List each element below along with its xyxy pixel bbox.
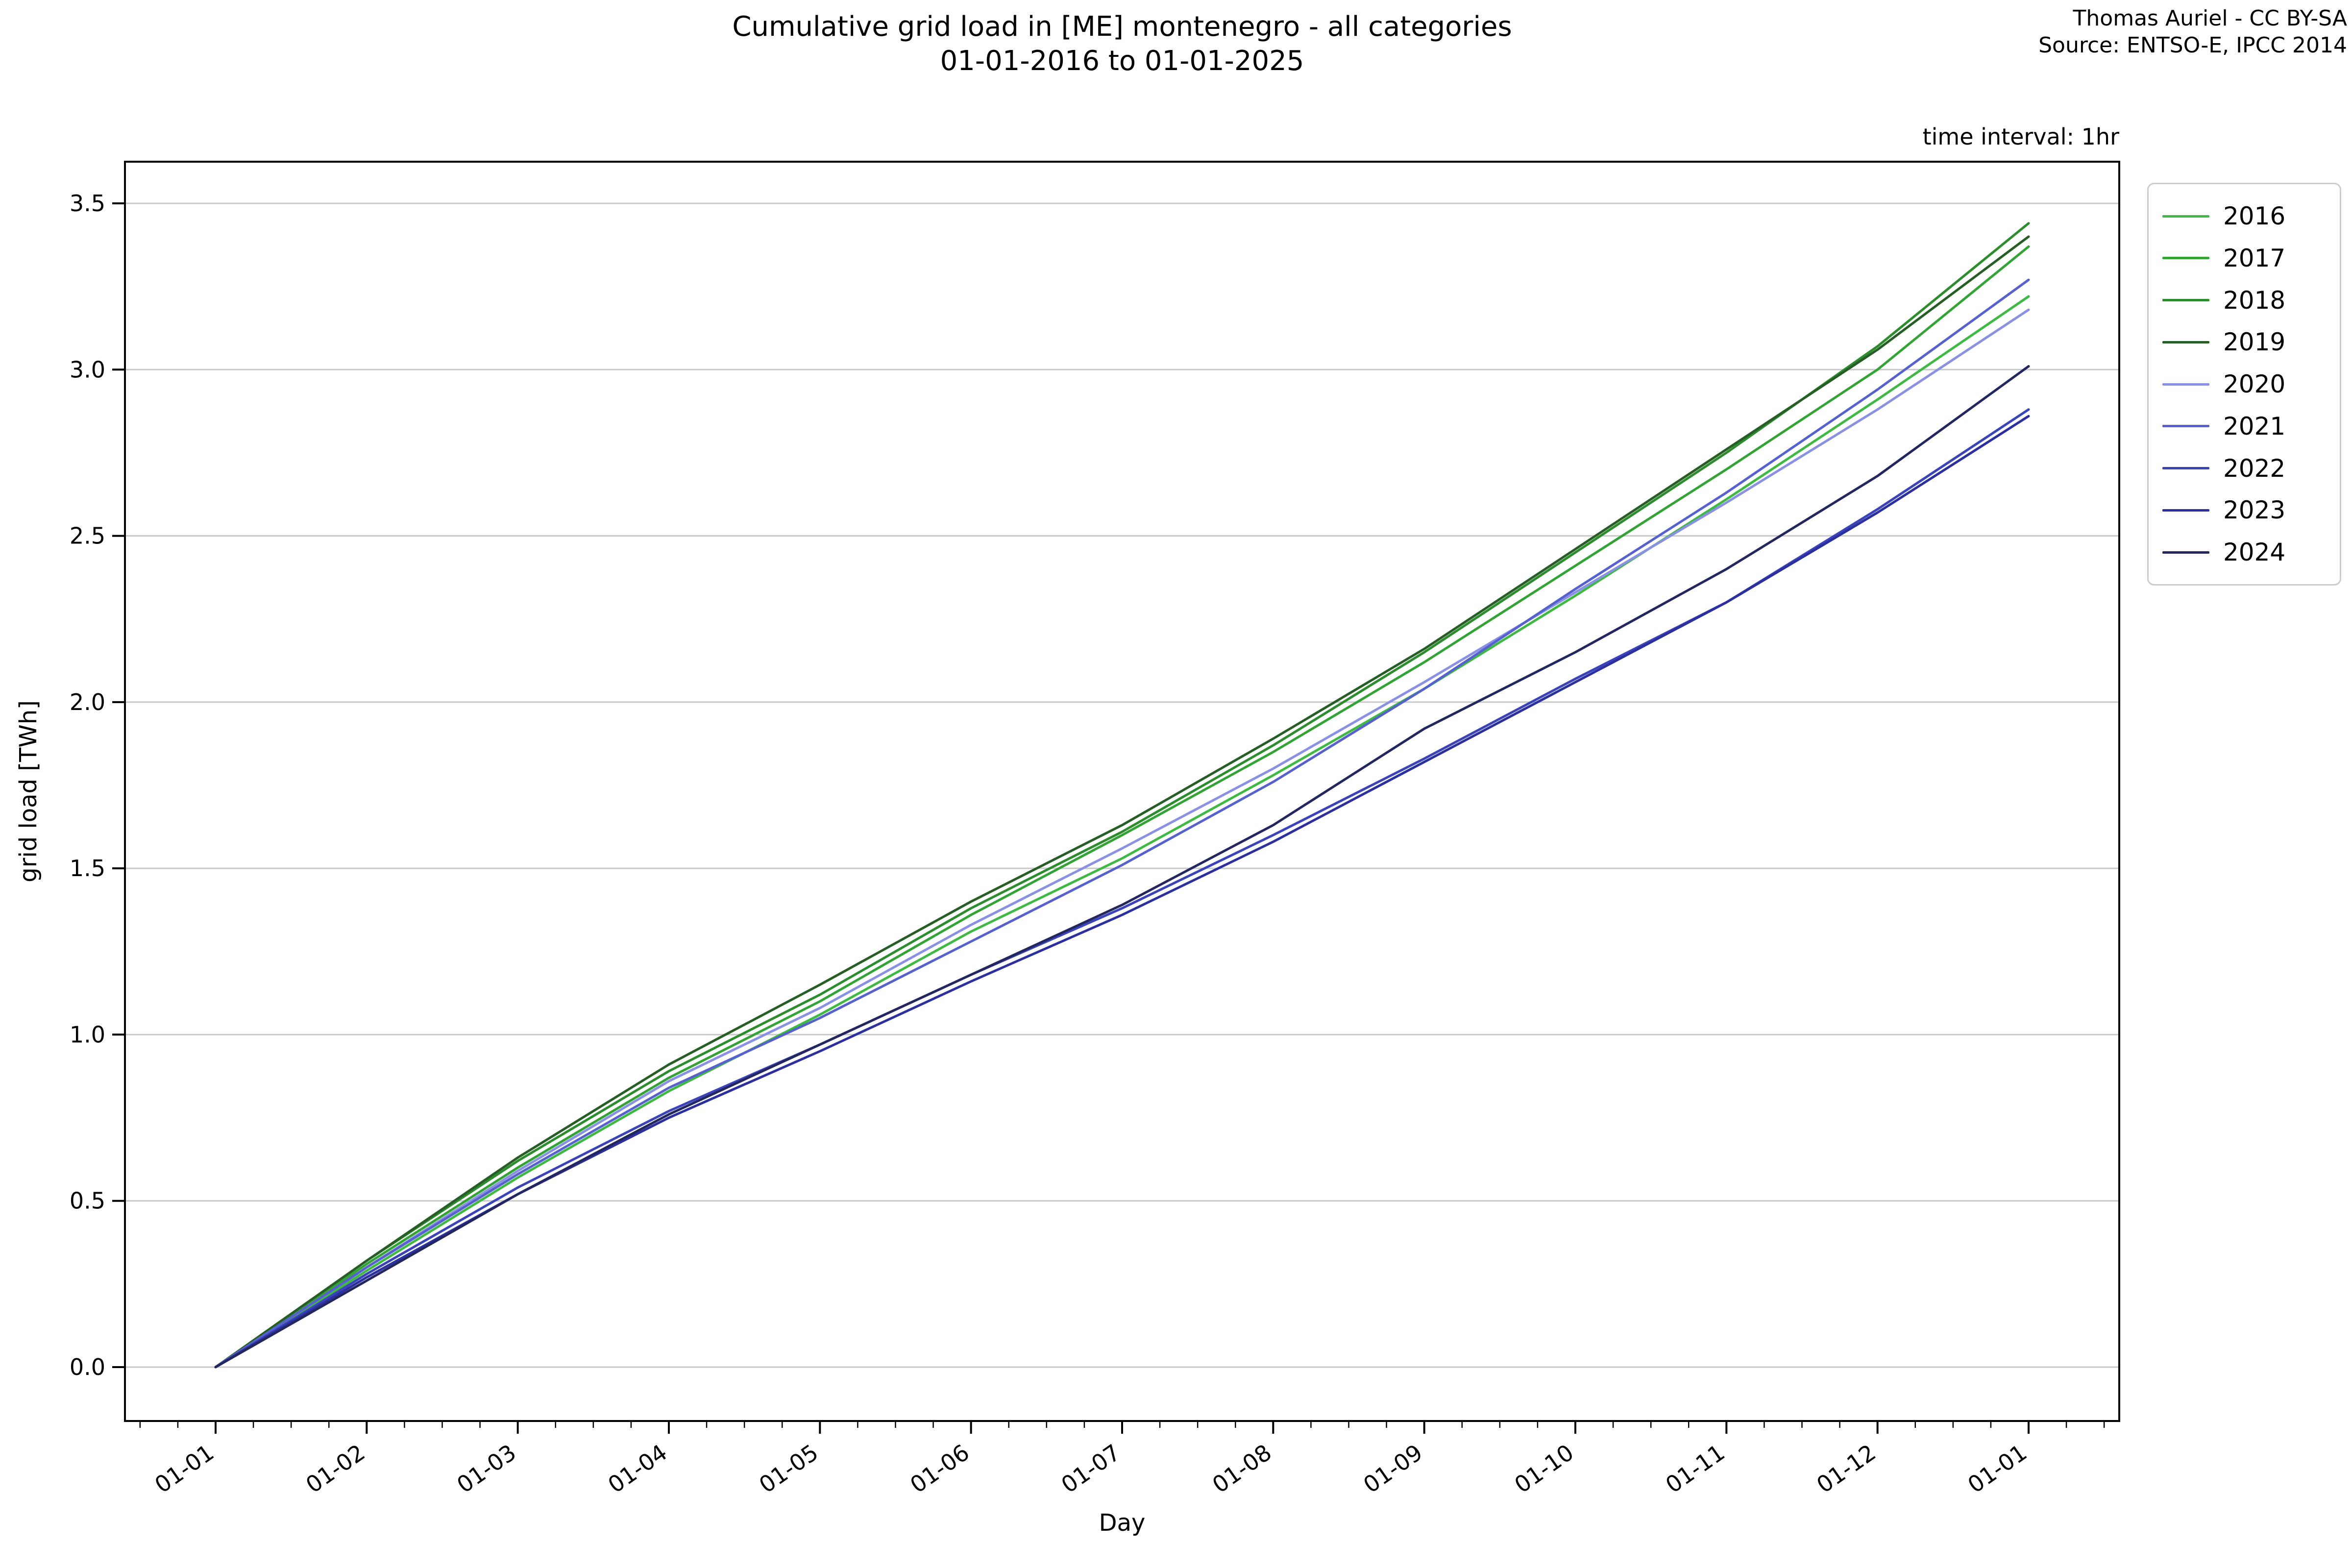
chart-title-line2: 01-01-2016 to 01-01-2025	[940, 45, 1304, 77]
legend-swatch-2023	[2162, 509, 2209, 512]
y-tick-label: 0.5	[70, 1188, 105, 1214]
legend-item-2024: 2024	[2162, 533, 2326, 571]
series-line-2020	[214, 308, 2030, 1369]
legend-item-2020: 2020	[2162, 365, 2326, 403]
legend-swatch-2022	[2162, 467, 2209, 469]
chart-title: Cumulative grid load in [ME] montenegro …	[125, 10, 2119, 78]
legend-swatch-2024	[2162, 551, 2209, 554]
legend-item-2016: 2016	[2162, 197, 2326, 235]
series-line-2024	[214, 365, 2030, 1369]
legend-label-2018: 2018	[2223, 286, 2286, 315]
legend-swatch-2020	[2162, 383, 2209, 386]
x-tick-label: 01-01	[150, 1439, 219, 1498]
legend-swatch-2017	[2162, 257, 2209, 260]
x-tick-label: 01-08	[1207, 1439, 1276, 1498]
time-interval-note: time interval: 1hr	[1922, 123, 2119, 150]
legend-item-2023: 2023	[2162, 491, 2326, 529]
series-line-2017	[214, 245, 2030, 1369]
y-tick-label: 0.0	[70, 1354, 105, 1380]
x-tick-label: 01-03	[452, 1439, 521, 1498]
x-tick-label: 01-06	[906, 1439, 974, 1498]
y-tick-label: 2.0	[70, 689, 105, 715]
y-tick-label: 1.5	[70, 855, 105, 882]
legend-item-2019: 2019	[2162, 323, 2326, 361]
series-line-2018	[214, 222, 2030, 1369]
legend-label-2020: 2020	[2223, 370, 2286, 398]
legend-label-2022: 2022	[2223, 454, 2286, 483]
x-tick-label: 01-09	[1359, 1439, 1427, 1498]
series-line-2022	[214, 408, 2030, 1369]
series-line-2021	[214, 278, 2030, 1369]
legend-label-2019: 2019	[2223, 328, 2286, 357]
legend-label-2023: 2023	[2223, 496, 2286, 525]
y-tick-label: 3.5	[70, 190, 105, 217]
legend-swatch-2016	[2162, 215, 2209, 218]
legend-swatch-2021	[2162, 425, 2209, 428]
legend-item-2018: 2018	[2162, 281, 2326, 319]
legend-label-2017: 2017	[2223, 244, 2286, 272]
x-tick-label: 01-01	[1963, 1439, 2032, 1498]
legend-item-2017: 2017	[2162, 239, 2326, 277]
x-tick-label: 01-11	[1661, 1439, 1729, 1498]
legend-swatch-2019	[2162, 341, 2209, 343]
series-line-2016	[214, 295, 2030, 1369]
chart-title-line1: Cumulative grid load in [ME] montenegro …	[732, 11, 1512, 43]
attribution: Thomas Auriel - CC BY-SA Source: ENTSO-E…	[2038, 5, 2347, 59]
legend-label-2021: 2021	[2223, 412, 2286, 441]
legend-item-2022: 2022	[2162, 449, 2326, 488]
legend: 2016 2017 2018 2019 2020 2021 2022 2023 2024	[2147, 183, 2341, 586]
x-tick-label: 01-05	[754, 1439, 823, 1498]
legend-item-2021: 2021	[2162, 407, 2326, 445]
y-tick-label: 3.0	[70, 356, 105, 383]
series-line-2023	[214, 415, 2030, 1369]
x-axis-label: Day	[1099, 1509, 1146, 1537]
legend-swatch-2018	[2162, 299, 2209, 301]
x-tick-label: 01-07	[1056, 1439, 1125, 1498]
x-tick-label: 01-10	[1510, 1439, 1578, 1498]
y-tick-label: 1.0	[70, 1021, 105, 1048]
x-tick-label: 01-12	[1812, 1439, 1881, 1498]
series-line-2019	[214, 235, 2030, 1369]
x-tick-label: 01-04	[603, 1439, 672, 1498]
legend-label-2024: 2024	[2223, 538, 2286, 566]
legend-label-2016: 2016	[2223, 202, 2286, 230]
x-tick-label: 01-02	[301, 1439, 369, 1498]
y-tick-label: 2.5	[70, 523, 105, 549]
attribution-source: Source: ENTSO-E, IPCC 2014	[2038, 33, 2347, 58]
attribution-author: Thomas Auriel - CC BY-SA	[2073, 6, 2347, 31]
